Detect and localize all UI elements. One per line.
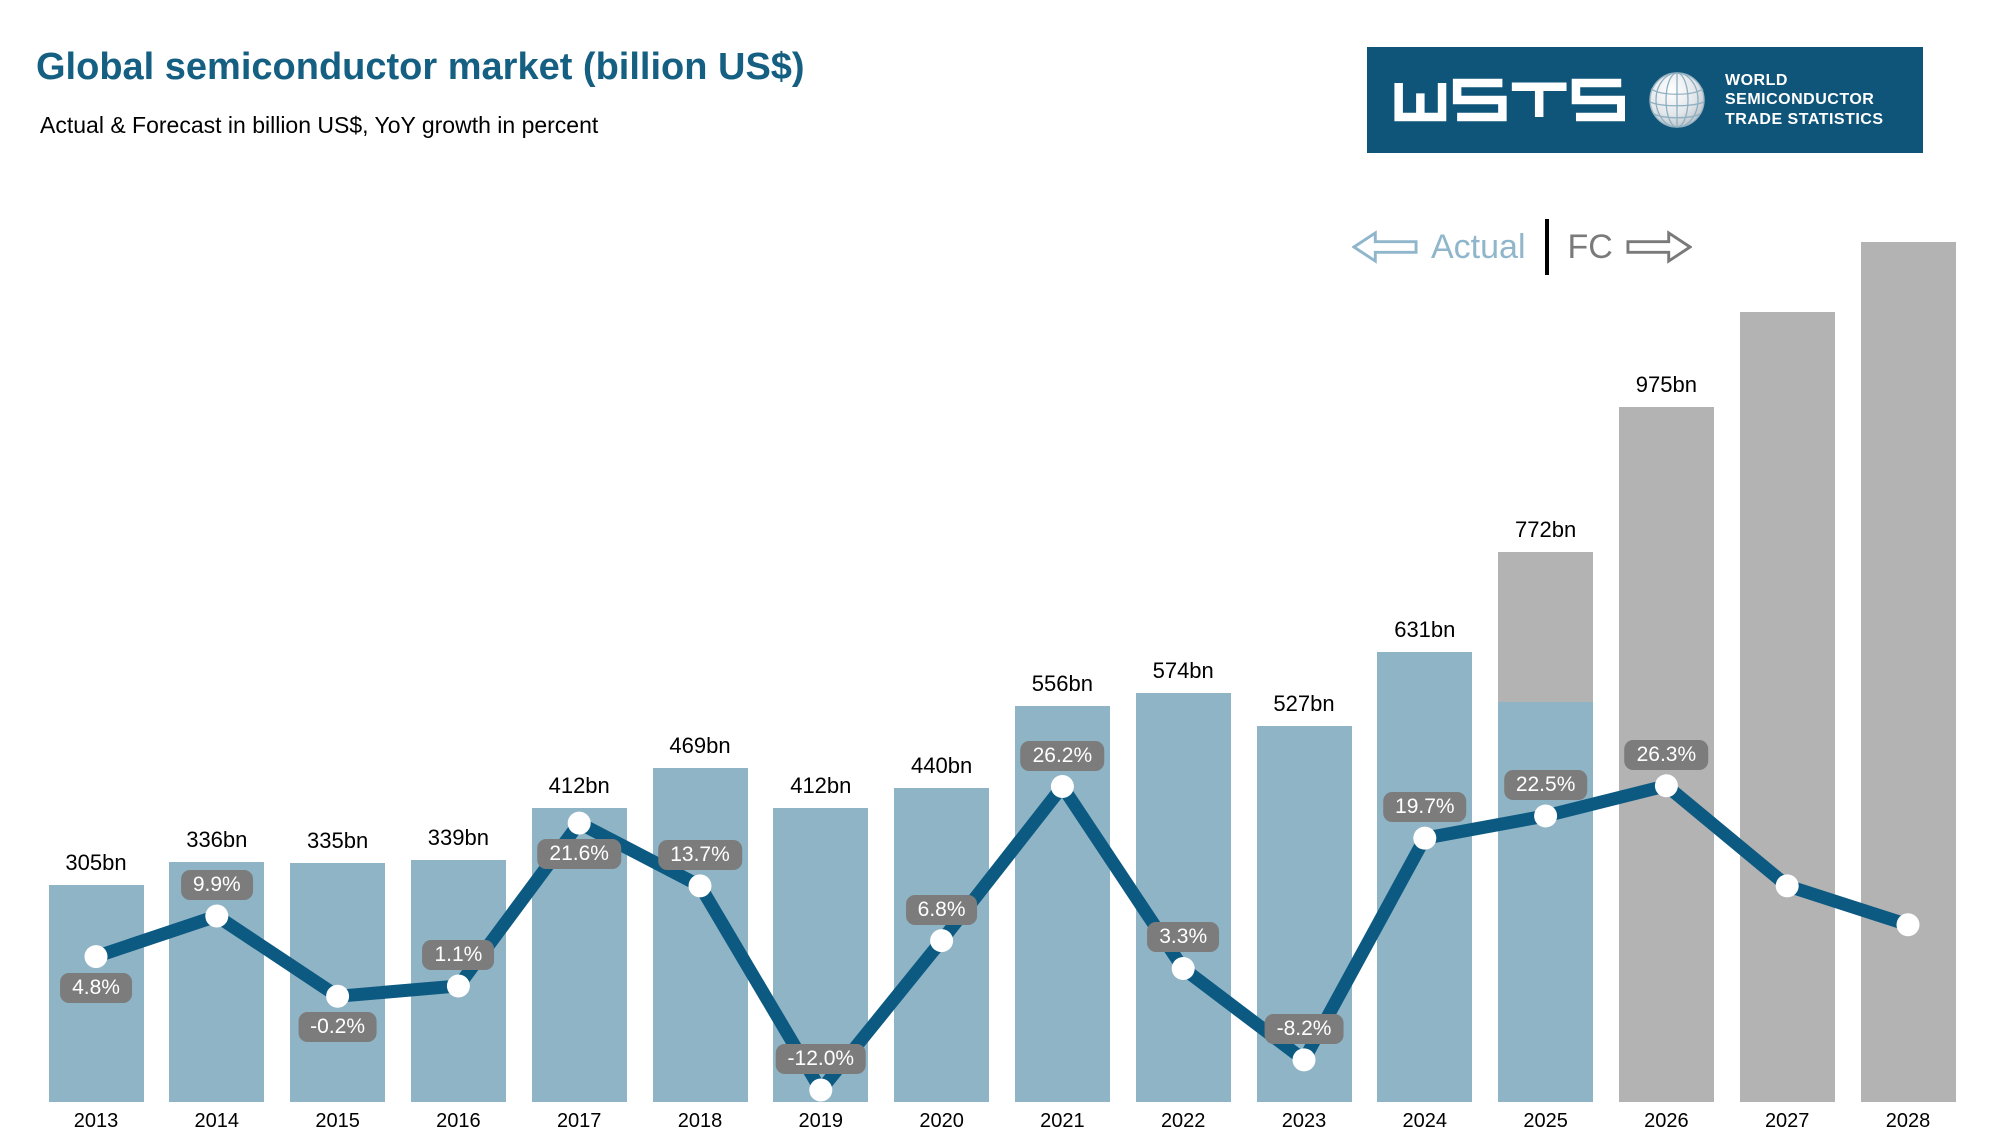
bar-value-label-2021: 556bn bbox=[1031, 670, 1093, 696]
x-axis-label-2024: 2024 bbox=[1402, 1110, 1448, 1132]
bar-value-label-2017: 412bn bbox=[548, 773, 610, 799]
bar-value-label-2013: 305bn bbox=[65, 849, 127, 875]
x-axis-label-2016: 2016 bbox=[436, 1110, 481, 1132]
bar-value-label-2015: 335bn bbox=[307, 828, 369, 854]
x-axis-label-2026: 2026 bbox=[1644, 1110, 1689, 1132]
growth-label-2015: -0.2% bbox=[298, 1012, 378, 1043]
growth-label-2016: 1.1% bbox=[422, 939, 495, 970]
bar-2016 bbox=[410, 860, 506, 1102]
x-axis-label-2019: 2019 bbox=[798, 1110, 844, 1132]
page-subtitle: Actual & Forecast in billion US$, YoY gr… bbox=[40, 112, 599, 138]
growth-label-2022: 3.3% bbox=[1147, 922, 1220, 953]
growth-label-2021: 26.2% bbox=[1020, 740, 1105, 771]
wsts-logo: WORLD SEMICONDUCTOR TRADE STATISTICS bbox=[1367, 47, 1923, 153]
x-axis-label-2013: 2013 bbox=[73, 1110, 119, 1132]
bar-value-label-2024: 631bn bbox=[1394, 617, 1456, 643]
bar-actual-part-2025 bbox=[1498, 702, 1594, 1102]
growth-label-2017: 21.6% bbox=[537, 839, 621, 870]
growth-label-2023: -8.2% bbox=[1264, 1013, 1344, 1044]
x-axis-label-2018: 2018 bbox=[677, 1110, 723, 1132]
bar-2022 bbox=[1135, 692, 1231, 1102]
bar-value-label-2020: 440bn bbox=[911, 753, 973, 779]
bar-2027 bbox=[1739, 311, 1835, 1102]
logo-org-name: WORLD SEMICONDUCTOR TRADE STATISTICS bbox=[1725, 71, 1884, 130]
legend-divider bbox=[1544, 219, 1549, 275]
x-axis-label-2015: 2015 bbox=[315, 1110, 360, 1132]
arrow-right-icon bbox=[1626, 230, 1692, 264]
bar-value-label-2018: 469bn bbox=[669, 732, 731, 758]
bar-value-label-2016: 339bn bbox=[427, 825, 489, 851]
bar-2020 bbox=[894, 788, 990, 1102]
growth-label-2013: 4.8% bbox=[60, 972, 132, 1003]
globe-icon bbox=[1649, 72, 1705, 128]
x-axis-label-2014: 2014 bbox=[194, 1110, 240, 1132]
bar-2024 bbox=[1377, 652, 1473, 1102]
bar-value-label-2022: 574bn bbox=[1152, 657, 1214, 683]
bar-2018 bbox=[652, 767, 748, 1102]
bar-value-label-2014: 336bn bbox=[186, 827, 248, 853]
x-axis-label-2025: 2025 bbox=[1523, 1110, 1568, 1132]
bar-2015 bbox=[290, 863, 386, 1102]
page-title: Global semiconductor market (billion US$… bbox=[36, 46, 805, 88]
growth-label-2020: 6.8% bbox=[905, 894, 978, 925]
growth-label-2019: -12.0% bbox=[775, 1044, 867, 1075]
legend: Actual FC bbox=[1352, 216, 1692, 278]
x-axis-label-2017: 2017 bbox=[556, 1110, 602, 1132]
bar-2023 bbox=[1256, 726, 1352, 1102]
bar-forecast-part-2025 bbox=[1498, 551, 1594, 702]
growth-label-2026: 26.3% bbox=[1624, 739, 1709, 770]
legend-actual-label: Actual bbox=[1431, 227, 1526, 266]
growth-label-2024: 19.7% bbox=[1383, 792, 1467, 823]
growth-label-2014: 9.9% bbox=[180, 870, 253, 901]
logo-org-line1: WORLD bbox=[1725, 71, 1788, 89]
bar-value-label-2025: 772bn bbox=[1515, 516, 1577, 542]
x-axis-label-2023: 2023 bbox=[1281, 1110, 1327, 1132]
bar-value-label-2019: 412bn bbox=[790, 773, 852, 799]
x-axis-label-2021: 2021 bbox=[1040, 1110, 1085, 1132]
logo-org-line3: TRADE STATISTICS bbox=[1725, 110, 1884, 128]
x-axis-label-2020: 2020 bbox=[919, 1110, 964, 1132]
x-axis-label-2027: 2027 bbox=[1764, 1110, 1810, 1132]
growth-label-2025: 22.5% bbox=[1503, 769, 1588, 800]
x-axis-label-2022: 2022 bbox=[1160, 1110, 1206, 1132]
wsts-wordmark-icon bbox=[1394, 78, 1625, 122]
bar-value-label-2026: 975bn bbox=[1635, 371, 1697, 397]
logo-org-line2: SEMICONDUCTOR bbox=[1725, 91, 1875, 109]
legend-fc-label: FC bbox=[1567, 227, 1613, 266]
arrow-left-icon bbox=[1352, 230, 1418, 264]
growth-label-2018: 13.7% bbox=[658, 839, 742, 870]
x-axis-label-2028: 2028 bbox=[1885, 1110, 1931, 1132]
bar-2028 bbox=[1860, 242, 1956, 1102]
bar-value-label-2023: 527bn bbox=[1273, 691, 1335, 717]
